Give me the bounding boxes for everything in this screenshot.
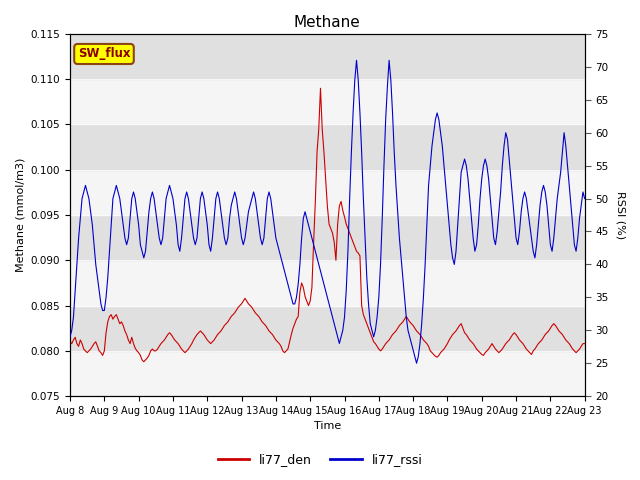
Text: SW_flux: SW_flux <box>77 48 131 60</box>
Bar <box>70 215 585 260</box>
Title: Methane: Methane <box>294 15 361 30</box>
Bar <box>70 124 585 170</box>
Bar <box>70 306 585 351</box>
Y-axis label: RSSI (%): RSSI (%) <box>615 191 625 239</box>
Bar <box>70 351 585 396</box>
Legend: li77_den, li77_rssi: li77_den, li77_rssi <box>212 448 428 471</box>
Bar <box>70 34 585 79</box>
Y-axis label: Methane (mmol/m3): Methane (mmol/m3) <box>15 158 25 272</box>
X-axis label: Time: Time <box>314 421 341 432</box>
Bar <box>70 79 585 124</box>
Bar <box>70 170 585 215</box>
Bar <box>70 260 585 306</box>
